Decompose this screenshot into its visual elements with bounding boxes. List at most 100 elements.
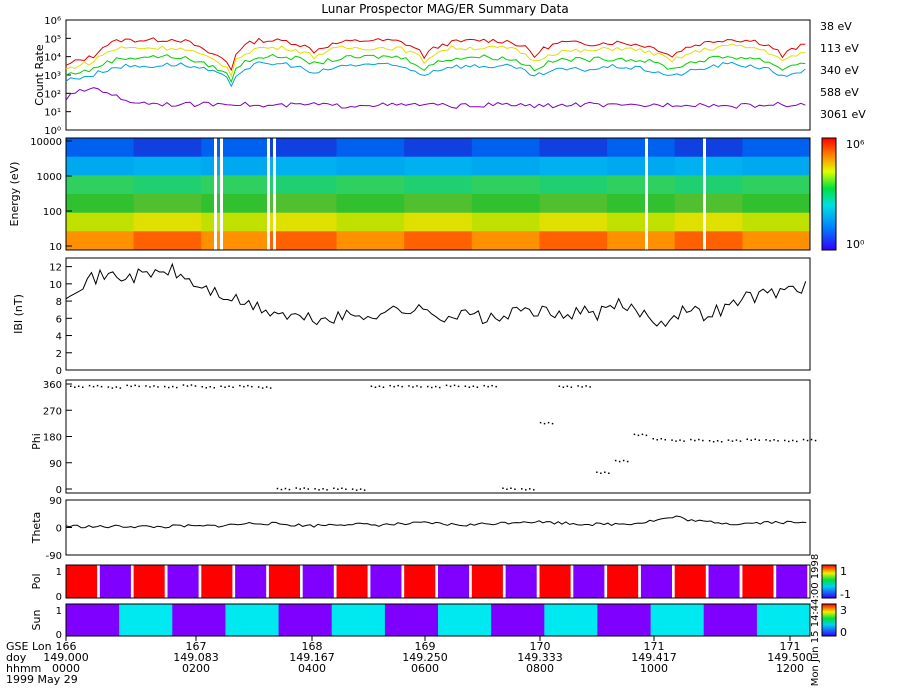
phi-point <box>777 440 779 442</box>
x-hhmm-label: 1000 <box>640 662 668 675</box>
phi-point <box>224 386 226 388</box>
field-tick-label: 2 <box>56 349 62 360</box>
phi-point <box>220 385 222 387</box>
phi-point <box>558 385 561 387</box>
phi-point <box>435 385 437 388</box>
spectrogram-tick-label: 10 <box>49 242 62 253</box>
polarity-segment <box>66 565 98 598</box>
phi-point <box>111 387 114 389</box>
phi-point <box>622 459 625 462</box>
phi-point <box>641 433 644 436</box>
x-row-label: GSE Lon <box>6 640 52 653</box>
x-lon-label: 169 <box>415 640 436 653</box>
field-tick-label: 4 <box>56 332 62 343</box>
field-magnitude-line <box>65 262 807 328</box>
spectro-cell <box>201 175 270 195</box>
phi-point <box>810 438 813 441</box>
phi-point <box>483 384 485 387</box>
phi-point <box>514 488 516 490</box>
phi-point <box>239 384 241 387</box>
x-doy-label: 149.083 <box>173 651 219 664</box>
spectro-cell <box>201 231 270 251</box>
polarity-segment <box>167 565 199 598</box>
phi-point <box>145 385 147 387</box>
phi-frame <box>65 379 811 494</box>
phi-point <box>702 439 704 442</box>
spectrogram-tick-label: 1000 <box>37 172 62 183</box>
spectro-cell <box>133 156 202 176</box>
phi-point <box>660 438 662 440</box>
spectro-cell <box>471 156 540 176</box>
spectro-cell <box>268 212 337 232</box>
spectrogram-tick-label: 10000 <box>30 137 62 148</box>
spectro-cell <box>336 175 405 195</box>
sun-segment <box>650 604 705 636</box>
phi-point <box>82 386 84 388</box>
phi-point <box>157 386 159 388</box>
count-rate-series-113-eV <box>65 43 806 78</box>
phi-point <box>626 460 629 463</box>
phi-point <box>280 488 283 491</box>
polarity-segment <box>438 565 470 598</box>
phi-point <box>205 387 207 389</box>
phi-point <box>168 386 170 389</box>
phi-point <box>633 433 636 436</box>
spectro-cell <box>336 194 405 214</box>
phi-point <box>491 384 493 387</box>
theta-tick-label: -90 <box>46 551 62 562</box>
phi-point <box>796 440 798 443</box>
phi-point <box>408 385 410 387</box>
spectro-cell <box>471 231 540 251</box>
phi-point <box>190 384 193 386</box>
phi-point <box>427 385 429 388</box>
spectro-cell <box>607 194 676 214</box>
spectro-cell <box>66 138 135 158</box>
phi-point <box>533 489 535 491</box>
count-rate-ylabel: Count Rate <box>33 44 46 106</box>
polarity-segment <box>302 565 334 598</box>
phi-point <box>389 384 391 387</box>
field-tick-label: 12 <box>49 263 62 274</box>
phi-point <box>130 385 132 388</box>
phi-point <box>675 440 677 442</box>
phi-point <box>664 439 666 441</box>
phi-point <box>502 487 504 489</box>
spectro-cell <box>471 175 540 195</box>
phi-point <box>412 386 414 388</box>
phi-point <box>600 472 602 474</box>
phi-point <box>445 384 448 387</box>
count-rate-tick-label: 10⁵ <box>44 34 61 45</box>
legend-entry: 113 eV <box>820 42 859 55</box>
phi-point <box>792 439 794 442</box>
sun-segment <box>491 604 545 636</box>
spectro-data-gap <box>273 138 276 250</box>
sun-segment <box>172 604 226 636</box>
count-rate-tick-label: 10⁰ <box>44 126 61 137</box>
spectro-cell <box>471 138 540 158</box>
phi-point <box>577 385 579 387</box>
phi-point <box>288 488 291 491</box>
spectro-cell <box>66 194 135 214</box>
phi-point <box>74 386 76 388</box>
count-rate-tick-label: 10³ <box>44 71 61 82</box>
phi-point <box>806 439 809 442</box>
phi-point <box>585 385 587 387</box>
sun-colorbar-tick: 0 <box>840 626 847 639</box>
polarity-ylabel: Pol <box>30 573 43 589</box>
spectro-data-gap <box>220 138 223 250</box>
phi-point <box>382 386 385 388</box>
spectro-cell <box>133 175 202 195</box>
phi-point <box>708 440 711 442</box>
phi-point <box>186 385 189 387</box>
polarity-segment <box>133 565 165 598</box>
spectro-cell <box>336 138 405 158</box>
phi-point <box>683 440 685 442</box>
polarity-segment <box>268 565 300 598</box>
phi-point <box>341 487 343 489</box>
count-rate-series-588-eV <box>65 61 806 88</box>
x-doy-label: 149.417 <box>631 651 677 664</box>
spectro-cell <box>66 175 135 195</box>
x-doy-label: 149.000 <box>43 651 89 664</box>
spectro-cell <box>336 156 405 176</box>
x-lon-label: 166 <box>56 640 77 653</box>
